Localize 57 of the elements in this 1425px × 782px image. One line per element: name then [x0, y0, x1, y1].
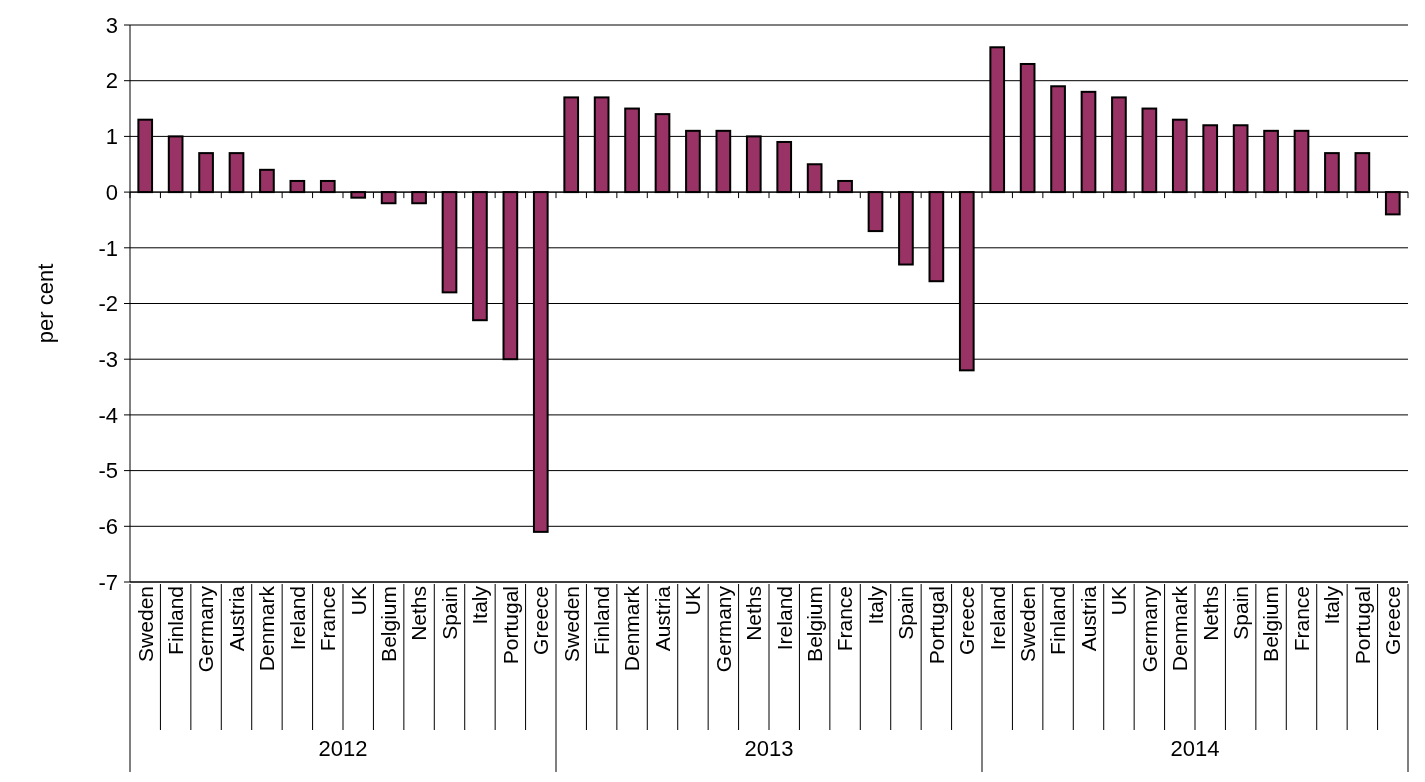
x-tick-label: Italy — [468, 585, 492, 625]
x-tick-label: Portugal — [1350, 586, 1374, 665]
x-tick-label: Sweden — [133, 586, 157, 662]
x-tick-label: Sweden — [1015, 586, 1039, 662]
x-tick-label: Austria — [650, 585, 674, 652]
x-tick-label: UK — [681, 586, 705, 616]
x-tick-label: Neths — [1198, 586, 1222, 641]
y-axis-title: per cent — [33, 263, 58, 344]
x-tick-label: Ireland — [772, 586, 796, 651]
x-tick-label: Finland — [589, 586, 613, 655]
y-tick-label: -1 — [98, 235, 118, 261]
y-tick-label: -2 — [98, 291, 118, 317]
y-tick-label: -4 — [98, 402, 118, 428]
text: 2012 — [318, 736, 368, 761]
x-tick-label: Ireland — [285, 586, 309, 651]
x-tick-label: France — [1289, 586, 1313, 652]
x-tick-label: Denmark — [255, 585, 279, 672]
text: 2013 — [744, 736, 794, 761]
x-tick-label: France — [316, 586, 340, 652]
x-tick-label: Greece — [955, 586, 979, 655]
x-tick-label: Italy — [863, 585, 887, 625]
x-tick-label: Spain — [437, 586, 461, 640]
x-tick-label: Portugal — [924, 586, 948, 665]
x-tick-label: Denmark — [620, 585, 644, 672]
y-tick-label: -6 — [98, 514, 118, 539]
x-tick-label: Italy — [1320, 585, 1344, 625]
y-tick-label: 2 — [105, 68, 118, 94]
y-tick-label: -3 — [98, 346, 118, 372]
x-tick-label: Belgium — [1259, 586, 1283, 662]
x-tick-label: Germany — [194, 585, 218, 673]
y-tick-label: -5 — [98, 458, 118, 484]
y-tick-label: -7 — [98, 569, 118, 595]
x-tick-label: Portugal — [498, 586, 522, 665]
x-tick-label: Ireland — [985, 586, 1009, 651]
x-tick-label: Finland — [163, 586, 187, 655]
x-tick-label: Belgium — [802, 586, 826, 662]
y-tick-label: 0 — [105, 179, 118, 205]
text: 2014 — [1170, 736, 1220, 761]
x-tick-label: Greece — [529, 586, 553, 655]
x-tick-label: Belgium — [376, 586, 400, 662]
x-tick-label: Austria — [224, 585, 248, 652]
x-tick-label: Austria — [1076, 585, 1100, 652]
x-tick-label: Finland — [1046, 586, 1070, 655]
x-tick-label: Sweden — [559, 586, 583, 662]
x-tick-label: Denmark — [1168, 585, 1192, 672]
x-tick-label: Greece — [1381, 586, 1405, 655]
x-tick-label: Spain — [1228, 586, 1252, 640]
x-tick-label: Germany — [1137, 585, 1161, 673]
y-tick-label: 3 — [105, 12, 118, 38]
y-tick-label: 1 — [105, 124, 118, 150]
x-tick-label: Spain — [894, 586, 918, 640]
x-tick-label: UK — [1107, 586, 1131, 616]
x-tick-label: France — [833, 586, 857, 652]
x-tick-label: Neths — [407, 586, 431, 641]
x-tick-label: Germany — [711, 585, 735, 673]
x-tick-label: Neths — [742, 586, 766, 641]
x-tick-label: UK — [346, 586, 370, 616]
